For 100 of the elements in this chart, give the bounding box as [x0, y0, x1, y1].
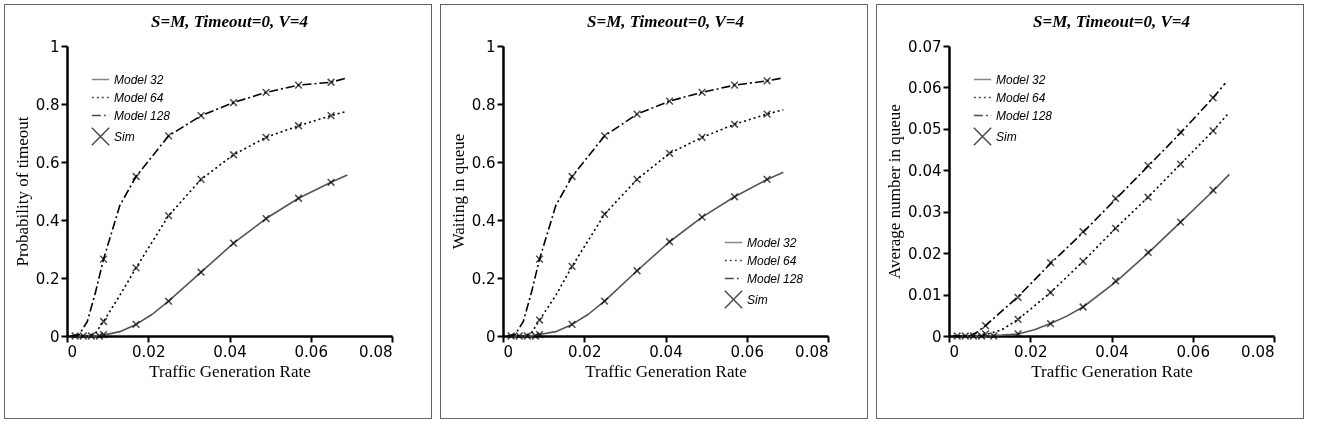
y-axis-title: Average number in queue: [885, 104, 905, 279]
x-axis-title: Traffic Generation Rate: [1031, 361, 1193, 381]
point: [79, 331, 88, 341]
legend-label: Sim: [114, 129, 135, 144]
x-tick-label: 0.04: [1095, 342, 1129, 361]
point: [523, 331, 532, 341]
point: [326, 178, 336, 187]
point: [1078, 227, 1088, 236]
point: [1111, 224, 1120, 233]
point: [131, 263, 141, 272]
x-tick-label: 0.08: [359, 342, 393, 361]
point: [131, 320, 141, 329]
y-tick-label: 1: [485, 37, 496, 56]
point: [600, 210, 609, 219]
line-series: [506, 171, 785, 337]
legend-label: Model 128: [747, 271, 804, 286]
point: [87, 331, 96, 341]
legend-label: Model 32: [996, 72, 1046, 87]
point: [730, 120, 739, 129]
point: [294, 194, 303, 203]
point: [99, 317, 108, 326]
chart-title: S=M, Timeout=0, V=4: [1033, 12, 1190, 31]
point: [196, 268, 206, 277]
y-tick-label: 0: [931, 327, 942, 346]
point: [294, 121, 303, 130]
point: [1143, 161, 1153, 170]
point: [969, 331, 978, 341]
y-tick-label: 0.8: [35, 95, 60, 114]
y-axis-title: Probability of timeout: [12, 116, 32, 267]
y-tick-label: 0.02: [908, 244, 942, 263]
point: [229, 239, 238, 248]
point: [1143, 248, 1153, 257]
y-tick-label: 1: [49, 37, 60, 56]
y-tick-label: 0.6: [471, 153, 496, 172]
point: [567, 262, 577, 271]
point: [1111, 276, 1120, 285]
point: [164, 131, 173, 140]
point: [1176, 128, 1185, 137]
x-tick-label: 0.06: [294, 342, 328, 361]
point: [697, 133, 707, 142]
point: [535, 330, 544, 339]
y-tick-label: 0.2: [471, 269, 496, 288]
point: [261, 214, 271, 223]
point: [164, 211, 173, 220]
y-tick-label: 0.4: [35, 211, 60, 230]
point: [531, 331, 540, 341]
point: [294, 81, 303, 90]
point: [535, 315, 544, 325]
point: [1208, 186, 1218, 195]
point: [1176, 159, 1185, 169]
y-tick-label: 0.06: [908, 78, 942, 97]
point: [961, 331, 970, 341]
point: [99, 330, 108, 339]
point: [762, 76, 772, 85]
point: [515, 331, 524, 341]
legend-label: Model 64: [114, 90, 164, 105]
legend-label: Model 128: [996, 108, 1053, 123]
point: [326, 111, 336, 120]
point: [953, 331, 962, 341]
point: [1111, 194, 1120, 203]
chart-title: S=M, Timeout=0, V=4: [151, 12, 308, 31]
y-tick-label: 0: [49, 327, 60, 346]
y-tick-label: 0.6: [35, 153, 60, 172]
point: [730, 192, 739, 201]
x-tick-label: 0: [503, 342, 514, 361]
point: [1143, 193, 1153, 202]
x-axis-title: Traffic Generation Rate: [585, 361, 747, 381]
x-tick-label: 0.02: [568, 342, 602, 361]
point: [730, 81, 739, 90]
point: [1046, 288, 1055, 297]
y-tick-label: 0.01: [908, 286, 942, 305]
x-tick-label: 0: [67, 342, 78, 361]
point: [1013, 329, 1023, 339]
point: [1013, 293, 1023, 302]
point: [762, 175, 772, 184]
x-tick-label: 0.08: [1241, 342, 1275, 361]
y-tick-label: 0.03: [908, 203, 942, 222]
legend-label: Model 32: [114, 72, 164, 87]
point: [989, 331, 998, 341]
point: [665, 97, 674, 106]
point: [1208, 93, 1218, 102]
point: [229, 98, 238, 107]
point: [567, 320, 577, 329]
point: [600, 131, 609, 140]
point: [196, 111, 206, 120]
point: [99, 255, 108, 264]
line-series: [70, 174, 349, 337]
x-axis-title: Traffic Generation Rate: [149, 361, 311, 381]
point: [697, 213, 707, 222]
point: [1078, 257, 1088, 266]
point: [131, 172, 141, 181]
point: [261, 88, 271, 97]
point: [762, 110, 772, 119]
legend-label: Model 128: [114, 108, 171, 123]
x-tick-label: 0.08: [795, 342, 829, 361]
point: [977, 331, 986, 341]
x-tick-label: 0.06: [1176, 342, 1210, 361]
y-tick-label: 0.07: [908, 37, 942, 56]
y-tick-label: 0.8: [471, 95, 496, 114]
x-tick-label: 0.04: [649, 342, 683, 361]
